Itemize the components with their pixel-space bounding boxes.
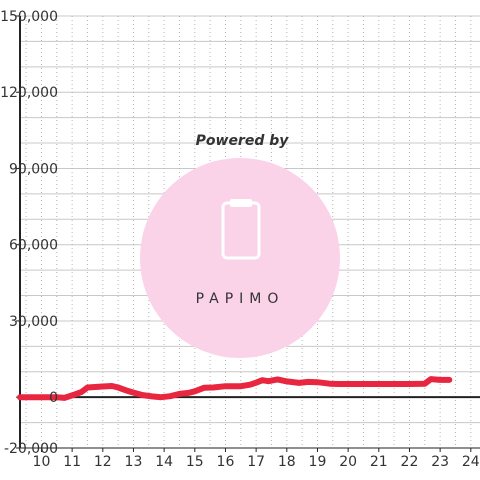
watermark-brand: PAPIMO [196,291,285,307]
watermark: Powered by PAPIMO [140,133,340,358]
x-tick-label: 19 [309,454,327,470]
x-tick-label: 14 [155,454,173,470]
grid [20,15,480,449]
y-tick-label: 150,000 [0,9,58,25]
x-tick-label: 20 [339,454,357,470]
series-line [17,376,453,401]
axes [16,15,480,452]
x-tick-label: 18 [278,454,296,470]
y-tick-label: 0 [49,390,58,406]
x-tick-label: 23 [431,454,449,470]
y-tick-label: 60,000 [9,238,58,254]
y-tick-label: 30,000 [9,314,58,330]
x-tick-label: 11 [63,454,81,470]
y-tick-label: -20,000 [4,441,58,457]
x-tick-label: 15 [186,454,204,470]
y-tick-label: 120,000 [0,85,58,101]
y-tick-label: 90,000 [9,161,58,177]
x-tick-label: 16 [217,454,235,470]
x-tick-label: 10 [33,454,51,470]
watermark-text: Powered by [196,133,290,149]
series [17,376,453,401]
tick-labels: -20,000 0 30,000 60,000 90,000 120,000 150,000… [0,9,480,470]
x-tick-label: 22 [401,454,419,470]
x-tick-label: 12 [94,454,112,470]
x-tick-label: 13 [125,454,143,470]
x-tick-label: 24 [462,454,480,470]
x-tick-label: 17 [247,454,265,470]
phone-icon [221,199,261,260]
x-tick-label: 21 [370,454,388,470]
